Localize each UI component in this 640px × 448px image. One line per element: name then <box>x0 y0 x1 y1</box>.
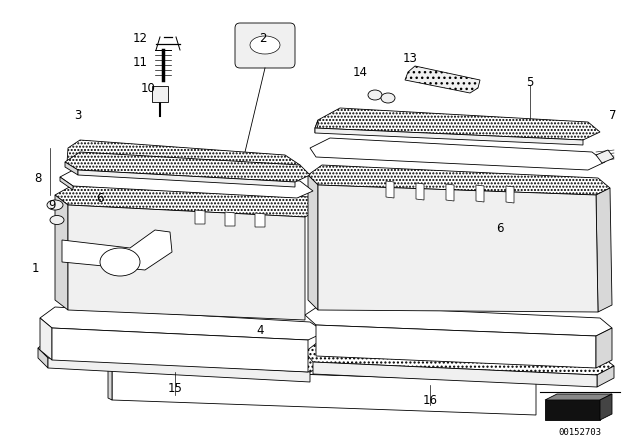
Polygon shape <box>48 358 310 382</box>
Text: 7: 7 <box>609 108 617 121</box>
Text: 9: 9 <box>48 198 56 211</box>
Polygon shape <box>318 185 598 312</box>
Text: 2: 2 <box>259 31 267 44</box>
Ellipse shape <box>47 200 63 210</box>
Polygon shape <box>315 128 583 145</box>
Polygon shape <box>55 195 68 310</box>
Text: 6: 6 <box>96 191 104 204</box>
Polygon shape <box>40 307 325 340</box>
Polygon shape <box>67 140 300 172</box>
Polygon shape <box>55 185 322 217</box>
Polygon shape <box>60 177 73 190</box>
Polygon shape <box>446 184 454 201</box>
Text: 15: 15 <box>168 382 182 395</box>
Polygon shape <box>416 183 424 200</box>
Polygon shape <box>545 394 612 400</box>
Polygon shape <box>313 362 597 387</box>
Polygon shape <box>40 318 52 360</box>
Polygon shape <box>68 205 305 320</box>
Ellipse shape <box>50 215 64 224</box>
Text: 13: 13 <box>403 52 417 65</box>
Polygon shape <box>596 150 614 163</box>
Polygon shape <box>65 162 78 175</box>
Ellipse shape <box>368 90 382 100</box>
Text: 16: 16 <box>422 393 438 406</box>
Polygon shape <box>316 325 596 368</box>
Polygon shape <box>112 345 556 382</box>
Text: 14: 14 <box>353 65 367 78</box>
Text: 6: 6 <box>496 221 504 234</box>
Text: 5: 5 <box>526 76 534 89</box>
Ellipse shape <box>381 93 395 103</box>
Ellipse shape <box>100 248 140 276</box>
Polygon shape <box>308 175 318 310</box>
FancyBboxPatch shape <box>235 23 295 68</box>
Polygon shape <box>62 230 172 270</box>
Polygon shape <box>600 394 612 420</box>
Polygon shape <box>225 212 235 226</box>
Polygon shape <box>506 186 514 203</box>
Text: 4: 4 <box>256 323 264 336</box>
Polygon shape <box>596 328 612 368</box>
Polygon shape <box>308 165 610 195</box>
Polygon shape <box>65 152 310 182</box>
Ellipse shape <box>250 36 280 54</box>
Polygon shape <box>315 120 318 133</box>
Polygon shape <box>545 400 600 420</box>
Text: 00152703: 00152703 <box>559 427 602 436</box>
Polygon shape <box>405 66 480 93</box>
Polygon shape <box>52 328 308 372</box>
Polygon shape <box>78 170 295 187</box>
Text: 8: 8 <box>35 172 42 185</box>
Polygon shape <box>60 168 313 198</box>
Text: 10: 10 <box>141 82 156 95</box>
Polygon shape <box>476 185 484 202</box>
Polygon shape <box>596 188 612 312</box>
Polygon shape <box>255 213 265 227</box>
Text: 1: 1 <box>31 262 39 275</box>
Polygon shape <box>386 181 394 198</box>
Polygon shape <box>195 210 205 224</box>
Polygon shape <box>315 108 600 140</box>
Polygon shape <box>38 338 328 372</box>
Text: 12: 12 <box>132 31 147 44</box>
Text: 3: 3 <box>74 108 82 121</box>
Polygon shape <box>112 368 536 415</box>
Polygon shape <box>305 342 614 375</box>
Polygon shape <box>310 138 605 170</box>
Polygon shape <box>597 366 614 387</box>
Polygon shape <box>152 86 168 102</box>
Text: 11: 11 <box>132 56 147 69</box>
Polygon shape <box>38 348 48 368</box>
Polygon shape <box>108 366 112 400</box>
Polygon shape <box>305 305 612 336</box>
